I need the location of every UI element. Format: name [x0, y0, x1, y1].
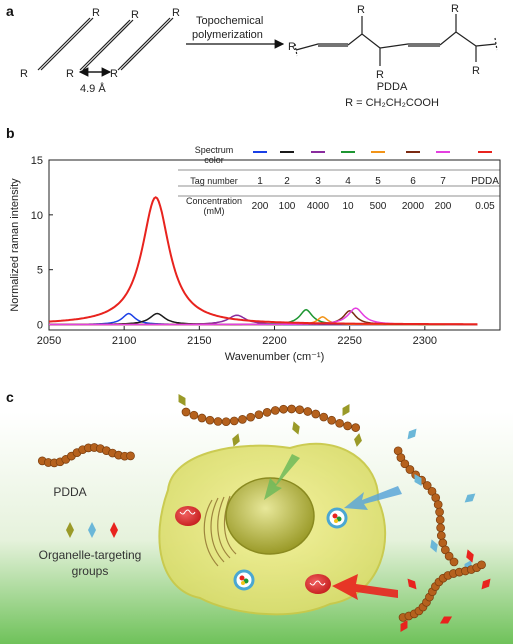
table-row-label-conc-2: (mM)	[204, 206, 225, 216]
tag-number-cell: 4	[345, 176, 351, 187]
x-tick-label: 2050	[37, 335, 61, 347]
pdda-probe-chains	[178, 393, 491, 633]
panel-b-label: b	[6, 125, 15, 141]
panel-b: b 2050 2100 2150 2200 2250 2300051015Wavenumb…	[6, 125, 501, 363]
cyan-group-icon	[464, 493, 476, 503]
x-tick-label: 2300	[413, 335, 437, 347]
red-group-icon	[439, 616, 453, 624]
panel-c: c PDDA Organelle-targeting groups	[0, 389, 513, 644]
red-group-icon	[400, 619, 408, 633]
legend-chain-beads	[37, 443, 135, 468]
x-tick-label: 2150	[187, 335, 211, 347]
pdda-r-4: R	[451, 3, 459, 15]
x-axis-label: Wavenumber (cm⁻¹)	[225, 351, 325, 363]
olive-group-icon	[354, 433, 362, 447]
groups-label-line1: Organelle-targeting	[39, 548, 142, 562]
chain-red-targeting	[398, 560, 486, 622]
red-group-icon	[466, 549, 474, 563]
mitochondrion-2	[305, 574, 331, 594]
table-row-label-color: Spectrum	[195, 145, 234, 155]
raman-chart: 2050 2100 2150 2200 2250 2300051015Wavenumber…	[9, 155, 501, 363]
red-group-icon	[407, 578, 417, 590]
concentration-cell: 100	[279, 201, 296, 212]
table-row-label-color-2: color	[204, 155, 224, 165]
concentration-cell: 500	[370, 201, 387, 212]
tag-number-cell: PDDA	[471, 176, 499, 187]
monomer-r-4: R	[20, 68, 28, 80]
cyan-group-icon	[407, 428, 417, 440]
cyan-diamond-icon	[88, 522, 96, 538]
mitochondrion-1	[175, 506, 201, 526]
monomer-2	[79, 19, 134, 71]
tag-number-cell: 1	[257, 176, 263, 187]
panel-c-label: c	[6, 389, 14, 405]
panel-a: a R R R R R R 4.9 Å Topochemical polymer…	[6, 3, 498, 109]
olive-group-icon	[342, 403, 350, 417]
pdda-legend-chain	[37, 443, 135, 468]
pdda-r-1: R	[288, 41, 296, 53]
tag-number-cell: 5	[375, 176, 381, 187]
tag-number-cell: 3	[315, 176, 321, 187]
panel-a-label: a	[6, 3, 14, 19]
y-tick-label: 10	[31, 210, 43, 222]
monomer-r-5: R	[66, 68, 74, 80]
monomer-1	[37, 17, 94, 71]
lysosome-2	[233, 569, 255, 591]
r-definition: R = CH₂CH₂COOH	[345, 97, 439, 109]
y-tick-label: 15	[31, 155, 43, 167]
targeting-group-symbols	[66, 522, 118, 538]
cyan-group-icon	[414, 473, 422, 487]
olive-group-icon	[232, 433, 240, 447]
x-tick-label: 2200	[262, 335, 286, 347]
concentration-cell: 0.05	[475, 201, 495, 212]
endoplasmic-reticulum	[203, 495, 237, 567]
chain-mitochondria-targeting	[181, 404, 360, 432]
table-row-label-tag: Tag number	[190, 176, 238, 186]
y-tick-label: 5	[37, 265, 43, 277]
distance-label: 4.9 Å	[80, 82, 106, 95]
concentration-cell: 10	[342, 201, 354, 212]
y-axis-label: Normalized raman intensity	[9, 178, 21, 312]
pdda-r-3: R	[376, 69, 384, 81]
monomer-r-2: R	[131, 9, 139, 21]
olive-group-icon	[292, 421, 300, 435]
arrow-label-line1: Topochemical	[196, 15, 263, 27]
table-row-label-conc: Concentration	[186, 196, 242, 206]
monomer-r-3: R	[172, 7, 180, 19]
series-line-pdda	[49, 196, 478, 326]
pdda-r-2: R	[357, 4, 365, 16]
concentration-cell: 200	[435, 201, 452, 212]
tag-number-cell: 6	[410, 176, 416, 187]
monomer-3	[117, 17, 174, 71]
pdda-product-label: PDDA	[377, 81, 408, 93]
pdda-legend-label: PDDA	[53, 485, 86, 499]
tag-number-cell: 2	[284, 176, 290, 187]
blue-arrow-icon	[344, 486, 402, 510]
y-tick-label: 0	[37, 320, 43, 332]
monomer-stack	[37, 17, 174, 71]
concentration-cell: 200	[252, 201, 269, 212]
monomer-r-6: R	[110, 68, 118, 80]
pdda-structure	[294, 14, 498, 66]
green-arrow-icon	[264, 454, 300, 500]
concentration-cell: 4000	[307, 201, 330, 212]
x-tick-label: 2100	[112, 335, 136, 347]
groups-label-line2: groups	[72, 564, 109, 578]
olive-diamond-icon	[66, 522, 74, 538]
x-tick-label: 2250	[337, 335, 361, 347]
lysosome-1	[326, 507, 348, 529]
olive-group-icon	[178, 393, 186, 407]
pdda-r-5: R	[472, 65, 480, 77]
red-arrow-icon	[332, 574, 398, 600]
monomer-r-1: R	[92, 7, 100, 19]
tag-number-cell: 7	[440, 176, 446, 187]
cyan-group-icon	[430, 539, 438, 553]
chain-lysosome-targeting	[393, 446, 459, 567]
concentration-cell: 2000	[402, 201, 425, 212]
red-diamond-icon	[110, 522, 118, 538]
red-group-icon	[481, 578, 491, 590]
arrow-label-line2: polymerization	[192, 29, 263, 41]
